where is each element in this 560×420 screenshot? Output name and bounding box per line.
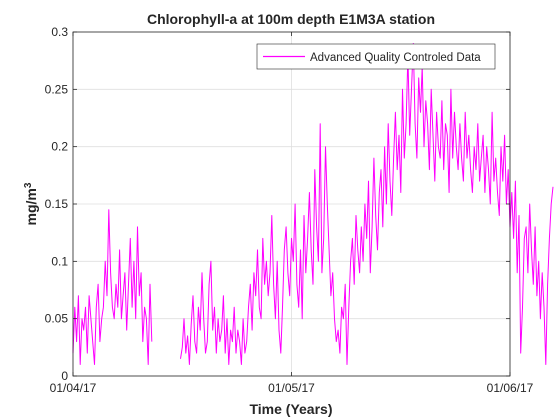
series-line xyxy=(180,43,554,365)
legend-label: Advanced Quality Controled Data xyxy=(310,52,481,64)
x-tick-label: 01/06/17 xyxy=(487,381,534,395)
tick-labels: 0 0.05 0.1 0.15 0.2 0.25 0.3 01/04/17 01/05/17 01… xyxy=(45,25,534,395)
y-tick-label: 0.05 xyxy=(45,312,69,326)
y-axis-label-text: mg/m xyxy=(23,188,39,225)
ticks xyxy=(72,31,511,377)
series-layer xyxy=(72,43,554,365)
y-tick-label: 0.2 xyxy=(51,140,68,154)
y-tick-label: 0 xyxy=(61,369,68,383)
y-tick-label: 0.3 xyxy=(51,25,68,39)
x-axis-label: Time (Years) xyxy=(249,401,332,417)
series-line xyxy=(72,209,153,365)
y-axis-label: mg/m3 xyxy=(23,182,39,225)
y-tick-label: 0.15 xyxy=(45,197,69,211)
y-tick-label: 0.25 xyxy=(45,82,69,96)
legend: Advanced Quality Controled Data xyxy=(256,43,496,70)
y-axis-label-group: mg/m3 xyxy=(23,182,39,225)
x-tick-label: 01/05/17 xyxy=(268,381,315,395)
x-tick-label: 01/04/17 xyxy=(50,381,97,395)
chart-title: Chlorophyll-a at 100m depth E1M3A statio… xyxy=(147,11,435,27)
y-axis-label-superscript: 3 xyxy=(23,182,34,188)
y-tick-label: 0.1 xyxy=(51,254,68,268)
